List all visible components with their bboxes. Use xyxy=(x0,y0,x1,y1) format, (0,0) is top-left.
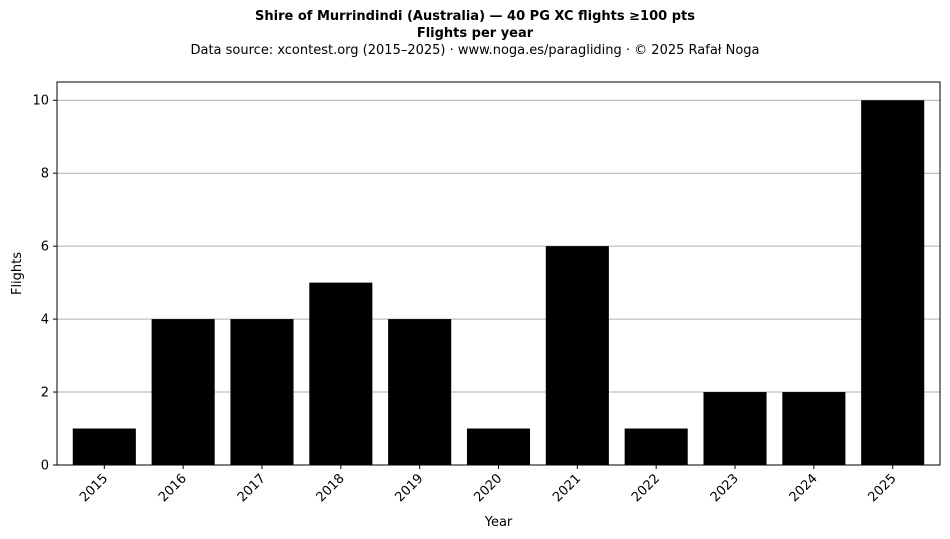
bar-2019 xyxy=(388,319,452,465)
y-tick-label: 10 xyxy=(32,94,49,109)
bar-2017 xyxy=(230,319,294,465)
x-tick-label: 2016 xyxy=(156,471,190,505)
y-tick-label: 2 xyxy=(41,386,49,401)
bar-2022 xyxy=(624,428,688,465)
bar-2018 xyxy=(309,282,373,465)
bar-2025 xyxy=(861,100,925,465)
x-tick-label: 2017 xyxy=(235,471,269,505)
x-tick-label: 2020 xyxy=(471,471,505,505)
chart-title: Shire of Murrindindi (Australia) — 40 PG… xyxy=(255,9,695,24)
chart-titles: Shire of Murrindindi (Australia) — 40 PG… xyxy=(0,8,950,59)
x-axis-ticks: 2015 2016 2017 2018 2019 2020 2021 2022 2023 2024… xyxy=(77,465,900,505)
x-tick-label: 2018 xyxy=(314,471,348,505)
bar-2023 xyxy=(703,392,767,465)
x-tick-label: 2019 xyxy=(392,471,426,505)
bar-2015 xyxy=(72,428,136,465)
y-axis-ticks: 0 2 4 6 8 10 xyxy=(32,94,57,474)
bar-2020 xyxy=(466,428,531,465)
x-tick-label: 2025 xyxy=(866,471,900,505)
x-tick-label: 2023 xyxy=(708,471,742,505)
chart-subtitle: Flights per year xyxy=(416,26,534,41)
x-axis-label: Year xyxy=(484,515,513,530)
bar-2021 xyxy=(545,246,609,465)
bar-2024 xyxy=(782,392,846,465)
x-tick-label: 2024 xyxy=(787,471,821,505)
y-tick-label: 6 xyxy=(41,240,49,255)
y-tick-label: 0 xyxy=(41,459,49,474)
x-tick-label: 2015 xyxy=(77,471,111,505)
bar-2016 xyxy=(151,319,215,465)
bars xyxy=(72,100,925,465)
x-tick-label: 2022 xyxy=(629,471,663,505)
y-axis-label: Flights xyxy=(10,252,25,295)
x-tick-label: 2021 xyxy=(550,471,584,505)
y-tick-label: 4 xyxy=(41,313,49,328)
chart-source-line: Data source: xcontest.org (2015–2025) · … xyxy=(190,43,760,58)
y-tick-label: 8 xyxy=(41,167,49,182)
